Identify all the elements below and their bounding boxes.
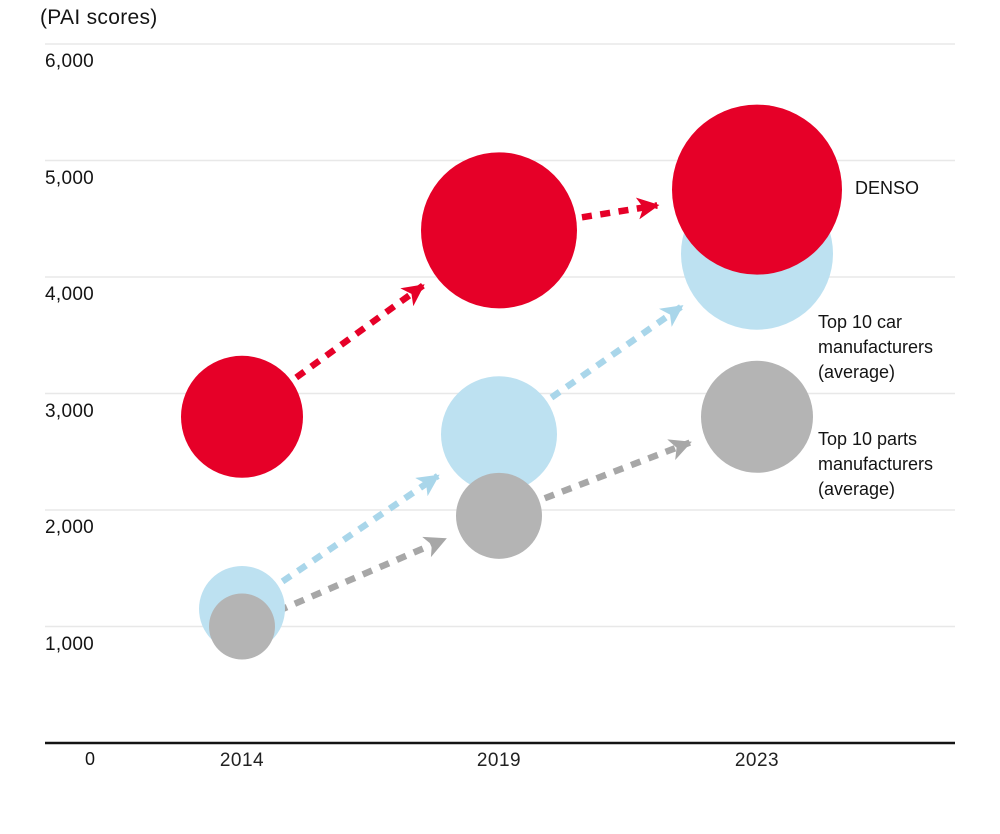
y-axis-origin-label: 0 xyxy=(84,749,95,769)
x-axis-tick-label-2023: 2023 xyxy=(734,750,780,771)
series-label-line: manufacturers xyxy=(818,337,934,357)
series-label-denso: DENSO xyxy=(855,176,919,201)
series-label-line: (average) xyxy=(818,479,896,499)
trend-arrow xyxy=(581,197,660,221)
series-label-line: DENSO xyxy=(855,178,920,198)
bubble-denso-2023 xyxy=(672,104,842,275)
bubble-denso-2019 xyxy=(421,152,577,309)
series-label-line: Top 10 parts xyxy=(818,429,918,449)
y-axis-tick-label: 3,000 xyxy=(45,400,95,422)
trend-arrow xyxy=(280,473,440,585)
x-axis-tick-label-2019: 2019 xyxy=(476,750,522,771)
y-axis-tick-label: 2,000 xyxy=(45,517,95,538)
series-label-car-manufacturers: Top 10 car manufacturers (average) xyxy=(818,310,933,385)
bubble-top-10-car-manufacturers-average-2019 xyxy=(441,376,557,493)
y-axis-tick-label: 1,000 xyxy=(45,633,95,655)
series-label-parts-manufacturers: Top 10 parts manufacturers (average) xyxy=(818,427,933,502)
series-label-line: (average) xyxy=(818,362,896,382)
x-axis-tick-label-2014: 2014 xyxy=(219,750,265,771)
bubble-top-10-parts-manufacturers-average-2023 xyxy=(701,360,813,473)
bubble-top-10-parts-manufacturers-average-2019 xyxy=(456,472,542,559)
bubble-denso-2014 xyxy=(181,355,303,478)
y-axis-tick-label: 6,000 xyxy=(45,51,95,72)
y-axis-tick-label: 4,000 xyxy=(45,284,95,305)
y-axis-tick-label: 5,000 xyxy=(45,167,95,189)
chart-title: (PAI scores) xyxy=(40,6,158,29)
series-label-line: manufacturers xyxy=(818,454,934,474)
trend-arrow xyxy=(543,439,692,502)
trend-arrow xyxy=(549,303,684,401)
bubble-top-10-parts-manufacturers-average-2014 xyxy=(209,593,275,660)
trend-arrow xyxy=(276,536,447,615)
series-label-line: Top 10 car xyxy=(818,312,903,332)
trend-arrow xyxy=(294,282,425,381)
